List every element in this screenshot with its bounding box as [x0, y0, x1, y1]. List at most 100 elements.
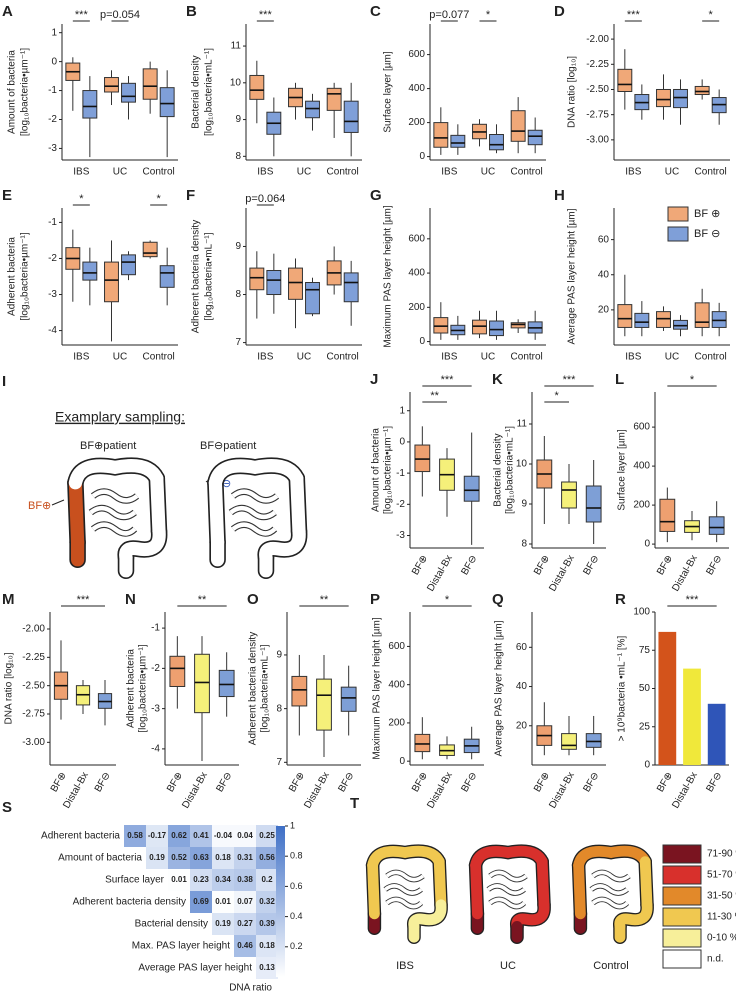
y-tick-label: 0	[399, 437, 405, 448]
box	[673, 319, 688, 330]
box	[343, 100, 359, 133]
box	[343, 272, 359, 303]
box	[249, 267, 265, 291]
panel-letter: K	[492, 371, 503, 388]
box	[288, 267, 303, 300]
bar	[683, 668, 701, 765]
heat-cell	[168, 847, 190, 869]
y-axis-label: Adherent bacteria density	[191, 220, 202, 333]
row-label: Amount of bacteria	[58, 853, 142, 864]
row-label: Max. PAS layer height	[132, 941, 230, 952]
panel-letter: F	[186, 187, 195, 204]
y-tick-label: 10	[516, 459, 528, 470]
colorbar	[276, 826, 285, 977]
cell-value: 0.04	[237, 831, 253, 840]
diagram-label: BF⊕patient	[80, 440, 136, 452]
y-tick-label: 8	[235, 289, 241, 300]
cell-value: 0.18	[259, 941, 275, 950]
colon-segment	[68, 476, 85, 549]
legend-swatch	[662, 886, 702, 906]
heat-cell	[168, 825, 190, 847]
colon-segment	[68, 459, 164, 490]
heat-cell	[256, 913, 278, 935]
x-tick-label: UC	[481, 352, 495, 363]
box	[463, 475, 480, 502]
box	[634, 312, 650, 328]
y-axis-label: Bacterial density	[493, 433, 504, 506]
row-label: Adherent bacteria	[41, 831, 120, 842]
cell-value: 0.63	[193, 853, 209, 862]
y-tick-label: 40	[516, 681, 528, 692]
x-tick-label: Control	[143, 167, 175, 178]
x-tick-label: BF⊕	[287, 770, 307, 794]
significance-label: ***	[441, 374, 455, 386]
small-intestine	[590, 870, 631, 909]
y-tick-label: 600	[408, 49, 425, 60]
y-axis-label: [log₁₀bacteria•mL⁻¹]	[204, 232, 215, 320]
y-axis-label: DNA ratio [log₁₀]	[4, 652, 15, 724]
box	[121, 82, 136, 103]
heat-cell	[190, 825, 212, 847]
y-tick-label: -2.25	[22, 652, 45, 663]
x-tick-label: IBS	[73, 167, 89, 178]
colon	[468, 844, 551, 944]
colon	[67, 457, 168, 580]
box	[414, 733, 431, 753]
row-label: Adherent bacteria density	[73, 897, 186, 908]
panel-letter: N	[125, 591, 136, 608]
colon-label: UC	[500, 960, 516, 972]
y-tick-label: 100	[633, 607, 650, 618]
y-tick-label: 0	[51, 56, 57, 67]
y-axis-label: > 10⁹bacteria •mL⁻¹ [%]	[617, 635, 628, 741]
y-tick-label: -2	[48, 114, 57, 125]
y-tick-label: -1	[151, 623, 160, 634]
x-tick-label: UC	[665, 352, 679, 363]
colon-segment	[433, 856, 447, 911]
colon-label: IBS	[396, 960, 414, 972]
y-tick-label: 9	[235, 241, 241, 252]
y-tick-label: 400	[633, 461, 650, 472]
y-tick-label: -2	[151, 663, 160, 674]
box	[585, 485, 602, 523]
y-tick-label: -2.25	[586, 59, 609, 70]
y-tick-label: 8	[276, 703, 282, 714]
x-tick-label: BF⊕	[49, 770, 69, 794]
x-tick-label: Control	[695, 167, 727, 178]
colon	[571, 844, 654, 944]
panel-letter: P	[370, 591, 380, 608]
panel-letter: L	[615, 371, 624, 388]
cell-value: 0.2	[261, 875, 273, 884]
y-axis-label: [log₁₀bacteria•mL⁻¹]	[505, 426, 516, 514]
x-tick-label: BF⊕	[410, 770, 430, 794]
cell-value: 0.58	[127, 831, 143, 840]
colon-segment	[367, 845, 445, 871]
x-tick-label: BF⊕	[532, 770, 552, 794]
cell-value: 0.31	[237, 853, 253, 862]
heat-cell	[256, 825, 278, 847]
colon-segment	[639, 856, 653, 911]
significance-label: ***	[259, 9, 273, 21]
cell-value: 0.69	[193, 897, 209, 906]
legend-label: n.d.	[707, 954, 724, 965]
box	[142, 68, 158, 100]
panel-letter: Q	[492, 591, 504, 608]
y-tick-label: -3	[48, 289, 57, 300]
y-tick-label: 9	[276, 650, 282, 661]
cell-value: 0.39	[259, 919, 275, 928]
significance-label: *	[555, 390, 560, 402]
y-tick-label: 60	[598, 234, 610, 245]
box	[656, 88, 671, 108]
significance-label: *	[486, 9, 491, 21]
colon-segment	[208, 459, 304, 490]
box	[527, 129, 543, 146]
y-tick-label: -4	[151, 744, 160, 755]
small-intestine	[384, 870, 425, 909]
cell-value: 0.19	[149, 853, 165, 862]
y-axis-label: Amount of bacteria	[371, 428, 382, 512]
heat-cell	[234, 847, 256, 869]
diagram-title: Examplary sampling:	[55, 409, 185, 425]
legend-swatch	[662, 844, 702, 864]
x-tick-label: BF⊕	[532, 553, 552, 577]
colon	[365, 844, 448, 944]
